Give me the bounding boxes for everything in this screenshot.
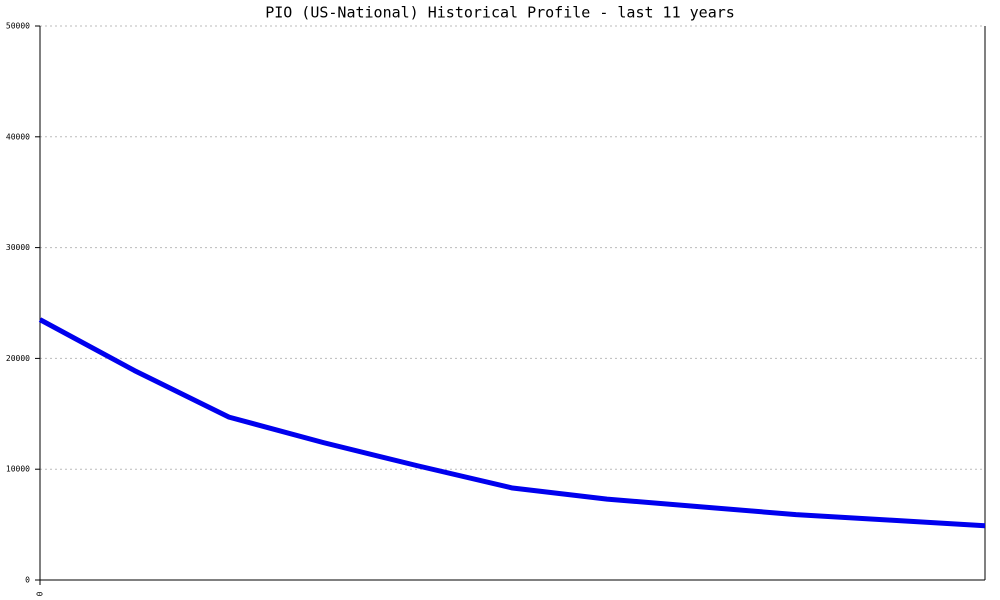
y-tick-label: 20000 <box>6 354 30 363</box>
y-tick-label: 10000 <box>6 465 30 474</box>
x-tick-label: 0 <box>36 591 45 596</box>
y-tick-label: 40000 <box>6 132 30 141</box>
y-tick-label: 50000 <box>6 22 30 31</box>
y-tick-label: 0 <box>25 576 30 585</box>
data-line <box>38 317 986 529</box>
chart-title: PIO (US-National) Historical Profile - l… <box>265 4 735 22</box>
y-tick-label: 30000 <box>6 243 30 252</box>
